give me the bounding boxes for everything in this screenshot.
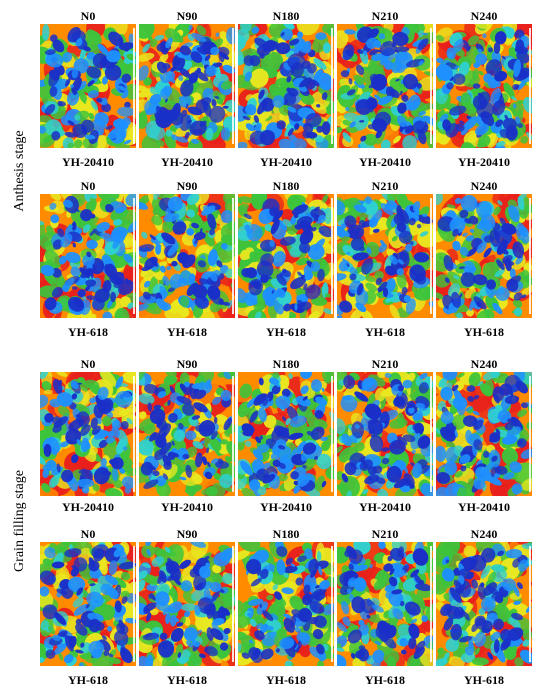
thermal-image-row — [0, 24, 532, 148]
thermal-image-panel — [436, 194, 532, 318]
cultivar-label: YH-20410 — [260, 500, 312, 514]
cultivar-label: YH-20410 — [62, 155, 114, 169]
thermal-image-row — [0, 372, 532, 496]
thermal-image-panel — [40, 372, 136, 496]
cultivar-label: YH-618 — [464, 325, 504, 339]
thermal-canopy-graphic — [436, 194, 532, 318]
cultivar-label-row: YH-20410 YH-20410 YH-20410 YH-20410 YH-20410 — [0, 154, 510, 170]
treatment-label: N0 — [80, 179, 96, 193]
thermal-image-panel — [337, 194, 433, 318]
cultivar-label-row: YH-20410 YH-20410 YH-20410 YH-20410 YH-20410 — [0, 499, 510, 515]
thermal-canopy-graphic — [40, 372, 136, 496]
cultivar-label: YH-20410 — [62, 500, 114, 514]
cultivar-label-row: YH-618 YH-618 YH-618 YH-618 YH-618 — [0, 672, 504, 688]
treatment-label: N90 — [176, 9, 198, 23]
cultivar-label: YH-618 — [68, 673, 108, 687]
thermal-image-panel — [238, 24, 334, 148]
cultivar-label: YH-20410 — [161, 155, 213, 169]
thermal-canopy-graphic — [436, 542, 532, 666]
thermal-canopy-graphic — [436, 24, 532, 148]
thermal-canopy-graphic — [337, 24, 433, 148]
thermal-image-panel — [139, 24, 235, 148]
treatment-label: N180 — [272, 527, 300, 541]
thermal-image-panel — [40, 542, 136, 666]
treatment-label: N90 — [176, 527, 198, 541]
cultivar-label: YH-20410 — [161, 500, 213, 514]
cultivar-label: YH-20410 — [458, 155, 510, 169]
thermal-canopy-graphic — [337, 194, 433, 318]
treatment-label: N90 — [176, 357, 198, 371]
thermal-canopy-graphic — [337, 542, 433, 666]
treatment-label-row: N0 N90 N180 N210 N240 — [0, 178, 500, 194]
treatment-label-row: N0 N90 N180 N210 N240 — [0, 356, 500, 372]
cultivar-label: YH-618 — [365, 325, 405, 339]
cultivar-label: YH-20410 — [458, 500, 510, 514]
treatment-label: N210 — [371, 527, 399, 541]
treatment-label: N240 — [470, 357, 498, 371]
thermal-image-panel — [238, 194, 334, 318]
treatment-label: N0 — [80, 9, 96, 23]
treatment-label: N180 — [272, 9, 300, 23]
treatment-label-row: N0 N90 N180 N210 N240 — [0, 526, 500, 542]
thermal-canopy-graphic — [238, 372, 334, 496]
cultivar-label: YH-618 — [167, 325, 207, 339]
thermal-canopy-graphic — [40, 24, 136, 148]
thermal-image-panel — [238, 372, 334, 496]
treatment-label: N240 — [470, 179, 498, 193]
thermal-image-panel — [40, 194, 136, 318]
cultivar-label: YH-618 — [464, 673, 504, 687]
thermal-image-row — [0, 542, 532, 666]
thermal-canopy-graphic — [436, 372, 532, 496]
treatment-label: N0 — [80, 527, 96, 541]
thermal-image-row — [0, 194, 532, 318]
cultivar-label: YH-20410 — [260, 155, 312, 169]
thermal-image-panel — [436, 24, 532, 148]
cultivar-label: YH-20410 — [359, 500, 411, 514]
treatment-label-row: N0 N90 N180 N210 N240 — [0, 8, 500, 24]
thermal-image-panel — [337, 24, 433, 148]
treatment-label: N180 — [272, 179, 300, 193]
thermal-canopy-graphic — [40, 194, 136, 318]
thermal-canopy-graphic — [139, 372, 235, 496]
cultivar-label: YH-618 — [167, 673, 207, 687]
cultivar-label: YH-618 — [68, 325, 108, 339]
thermal-canopy-graphic — [139, 194, 235, 318]
treatment-label: N210 — [371, 357, 399, 371]
thermal-canopy-graphic — [139, 542, 235, 666]
treatment-label: N210 — [371, 179, 399, 193]
thermal-image-panel — [139, 194, 235, 318]
treatment-label: N210 — [371, 9, 399, 23]
treatment-label: N240 — [470, 527, 498, 541]
treatment-label: N240 — [470, 9, 498, 23]
treatment-label: N90 — [176, 179, 198, 193]
thermal-image-panel — [139, 542, 235, 666]
cultivar-label-row: YH-618 YH-618 YH-618 YH-618 YH-618 — [0, 324, 504, 340]
thermal-canopy-graphic — [40, 542, 136, 666]
thermal-canopy-graphic — [238, 542, 334, 666]
thermal-canopy-graphic — [238, 194, 334, 318]
thermal-canopy-graphic — [139, 24, 235, 148]
thermal-image-panel — [139, 372, 235, 496]
cultivar-label: YH-20410 — [359, 155, 411, 169]
cultivar-label: YH-618 — [266, 325, 306, 339]
thermal-image-panel — [337, 372, 433, 496]
thermal-image-panel — [337, 542, 433, 666]
cultivar-label: YH-618 — [365, 673, 405, 687]
thermal-image-panel — [436, 542, 532, 666]
thermal-image-panel — [238, 542, 334, 666]
thermal-image-panel — [436, 372, 532, 496]
thermal-canopy-graphic — [337, 372, 433, 496]
thermal-image-panel — [40, 24, 136, 148]
treatment-label: N0 — [80, 357, 96, 371]
thermal-canopy-graphic — [238, 24, 334, 148]
treatment-label: N180 — [272, 357, 300, 371]
cultivar-label: YH-618 — [266, 673, 306, 687]
